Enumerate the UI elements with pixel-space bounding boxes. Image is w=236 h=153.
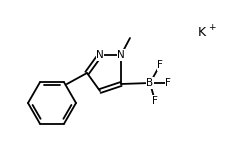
Text: N: N: [96, 50, 104, 60]
Text: +: +: [208, 22, 216, 32]
Text: N: N: [117, 50, 125, 60]
Text: F: F: [157, 60, 163, 70]
Text: F: F: [165, 78, 171, 88]
Text: K: K: [198, 26, 206, 39]
Text: F: F: [152, 96, 158, 106]
Text: B: B: [146, 78, 154, 88]
